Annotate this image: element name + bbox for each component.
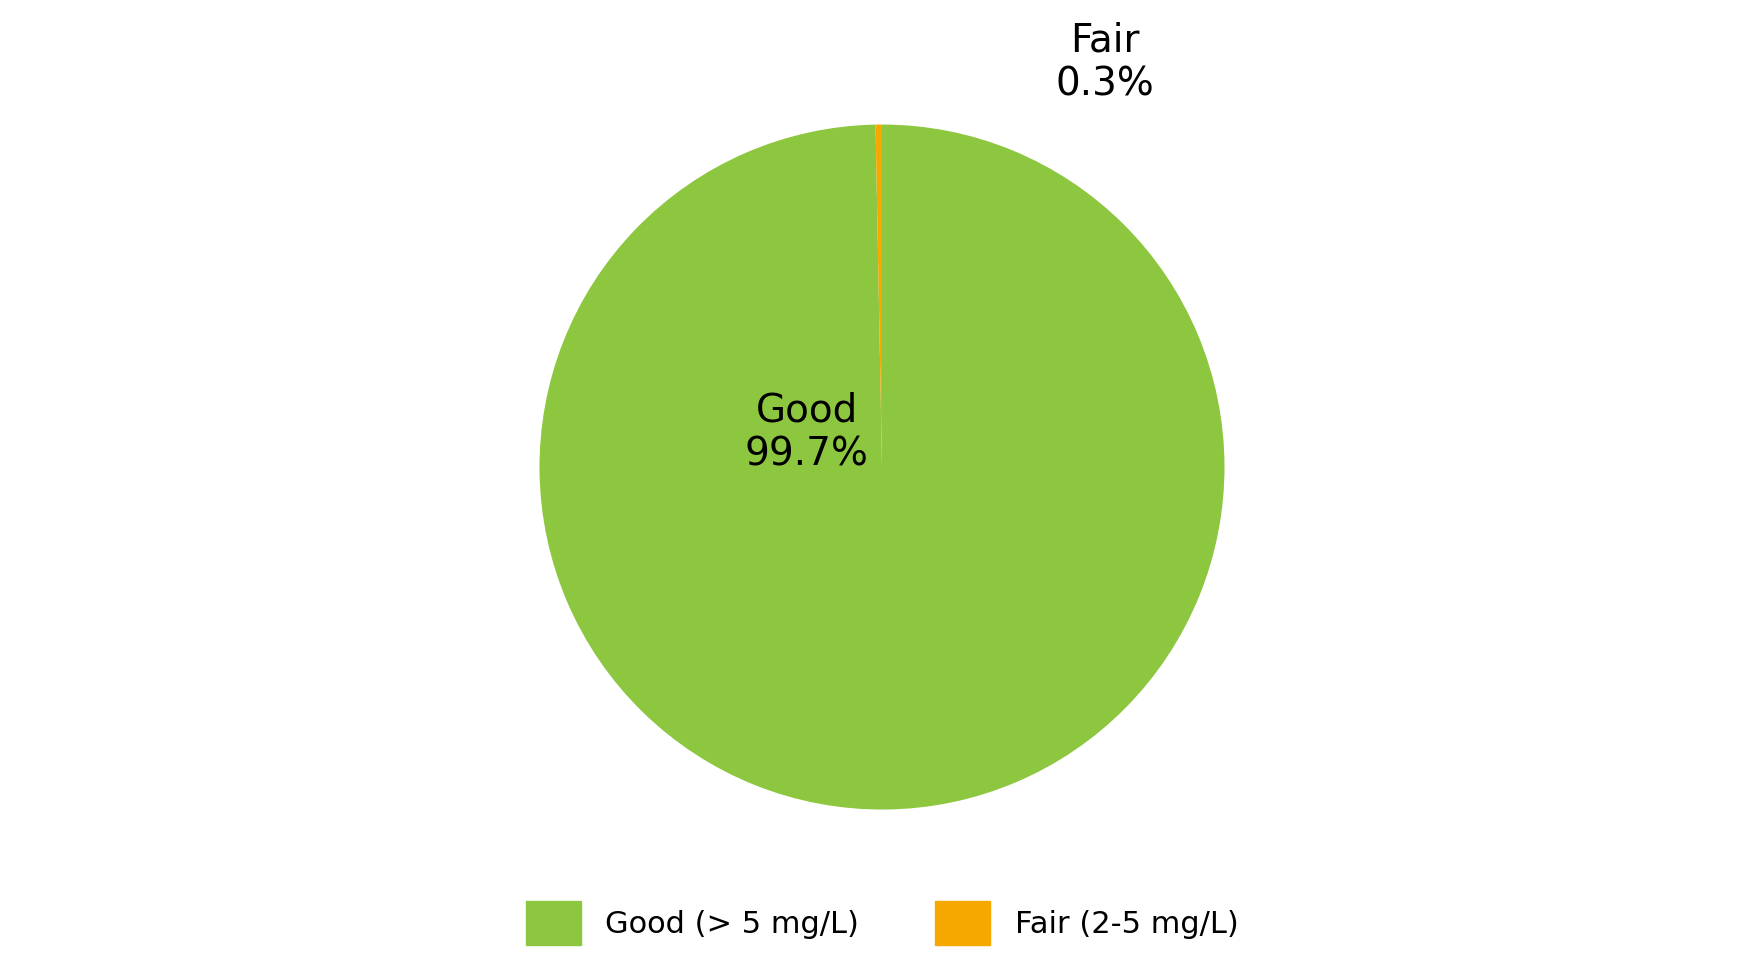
Wedge shape	[540, 125, 1224, 810]
Text: Good
99.7%: Good 99.7%	[744, 392, 868, 474]
Legend: Good (> 5 mg/L), Fair (2-5 mg/L): Good (> 5 mg/L), Fair (2-5 mg/L)	[513, 889, 1251, 956]
Text: Fair
0.3%: Fair 0.3%	[1055, 22, 1154, 104]
Wedge shape	[875, 125, 882, 467]
